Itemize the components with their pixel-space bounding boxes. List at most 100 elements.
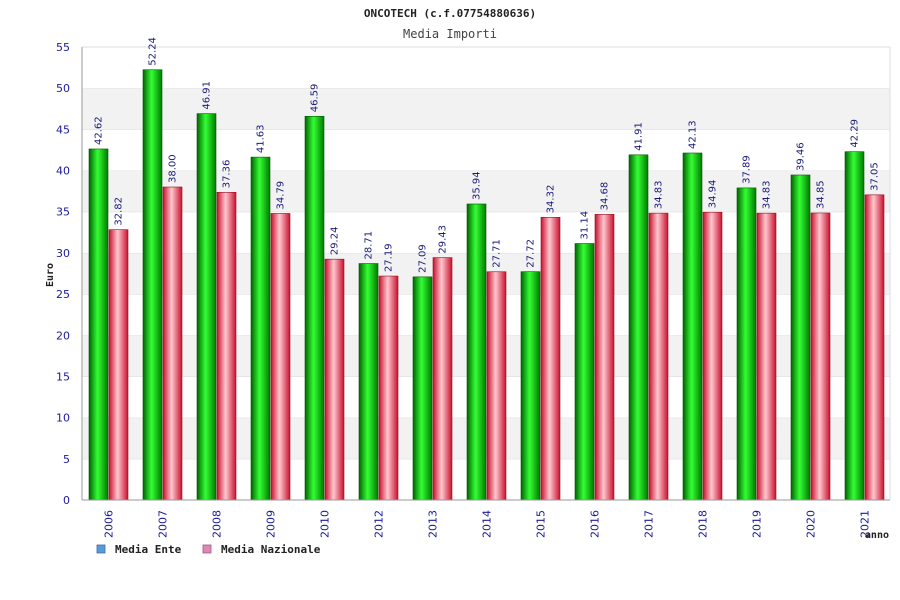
bar-media-ente (466, 203, 487, 501)
data-label: 34.68 (600, 182, 611, 211)
bar-media-nazionale (702, 211, 723, 501)
x-tick-label: 2015 (535, 510, 548, 538)
data-label: 41.91 (634, 122, 645, 151)
legend-label-media-ente: Media Ente (115, 543, 182, 556)
bar-media-ente (790, 174, 811, 501)
data-label: 37.36 (222, 160, 233, 189)
y-tick-label: 5 (63, 453, 70, 466)
data-label: 27.19 (384, 243, 395, 272)
y-tick-label: 55 (56, 41, 70, 54)
y-axis-ticks: 0 5 10 15 20 25 30 35 40 45 50 55 (56, 41, 70, 507)
x-tick-label: 2017 (643, 510, 656, 538)
legend: Media Ente Media Nazionale (96, 543, 321, 556)
bar-media-ente (142, 69, 163, 501)
x-tick-label: 2012 (373, 510, 386, 538)
data-label: 37.05 (870, 162, 881, 191)
data-label: 28.71 (364, 231, 375, 260)
bars (88, 69, 885, 501)
data-label: 29.43 (438, 225, 449, 254)
bar-media-nazionale (810, 212, 831, 501)
bar-media-nazionale (486, 271, 507, 501)
bar-media-nazionale (162, 186, 183, 501)
y-tick-label: 20 (56, 329, 70, 342)
legend-swatch-media-nazionale (202, 544, 212, 554)
y-tick-label: 25 (56, 288, 70, 301)
data-label: 29.24 (330, 227, 341, 256)
bar-media-nazionale (648, 212, 669, 501)
grid-band (82, 129, 890, 171)
data-label: 34.79 (276, 181, 287, 210)
y-tick-label: 35 (56, 206, 70, 219)
bar-media-ente (682, 152, 703, 501)
data-label: 42.13 (688, 120, 699, 149)
data-label: 41.63 (256, 124, 267, 153)
data-label: 27.72 (526, 239, 537, 268)
bar-media-ente (358, 263, 379, 501)
legend-label-media-nazionale: Media Nazionale (221, 543, 321, 556)
bar-media-nazionale (324, 258, 345, 501)
bar-media-ente (844, 151, 865, 501)
data-label: 35.94 (472, 171, 483, 200)
x-tick-label: 2007 (157, 510, 170, 538)
x-tick-label: 2020 (805, 510, 818, 538)
grid-band (82, 88, 890, 130)
data-label: 34.32 (546, 185, 557, 214)
data-label: 46.59 (310, 84, 321, 113)
legend-swatch-media-ente (96, 544, 106, 554)
x-tick-label: 2006 (103, 510, 116, 538)
x-axis-label: anno (865, 530, 889, 541)
bar-media-ente (520, 271, 541, 501)
bar-media-ente (412, 276, 433, 501)
y-tick-label: 15 (56, 370, 70, 383)
data-label: 42.62 (94, 116, 105, 145)
value-labels: 42.62 32.82 52.24 38.00 46.91 37.36 41.63 34.79… (94, 37, 881, 273)
data-label: 38.00 (168, 154, 179, 183)
x-tick-label: 2010 (319, 510, 332, 538)
data-label: 42.29 (850, 119, 861, 148)
y-tick-label: 0 (63, 494, 70, 507)
data-label: 52.24 (148, 37, 159, 66)
bar-media-nazionale (108, 229, 129, 501)
x-tick-label: 2014 (481, 510, 494, 538)
data-label: 34.83 (762, 180, 773, 209)
bar-media-ente (88, 148, 109, 501)
chart-subtitle: Media Importi (403, 27, 497, 41)
x-tick-label: 2021 (859, 510, 872, 538)
grid-band (82, 47, 890, 89)
bar-media-nazionale (432, 257, 453, 501)
data-label: 39.46 (796, 142, 807, 171)
bar-media-ente (196, 113, 217, 501)
data-label: 34.94 (708, 180, 719, 209)
bar-media-nazionale (756, 212, 777, 501)
y-tick-label: 50 (56, 82, 70, 95)
bar-media-ente (628, 154, 649, 501)
bar-media-ente (250, 156, 271, 501)
y-tick-label: 40 (56, 165, 70, 178)
x-tick-label: 2009 (265, 510, 278, 538)
data-label: 27.71 (492, 239, 503, 268)
bar-media-nazionale (540, 217, 561, 501)
bar-media-ente (304, 115, 325, 501)
bar-media-ente (574, 243, 595, 501)
y-axis-label: Euro (45, 263, 56, 287)
x-tick-label: 2016 (589, 510, 602, 538)
x-tick-label: 2008 (211, 510, 224, 538)
bar-media-nazionale (378, 275, 399, 501)
bar-media-nazionale (864, 194, 885, 501)
bar-media-ente (736, 187, 757, 501)
data-label: 46.91 (202, 81, 213, 110)
chart-title: ONCOTECH (c.f.07754880636) (364, 7, 536, 20)
bar-media-nazionale (594, 214, 615, 501)
x-tick-label: 2019 (751, 510, 764, 538)
y-tick-label: 10 (56, 412, 70, 425)
data-label: 37.89 (742, 155, 753, 184)
x-axis-ticks: 2006 2007 2008 2009 2010 2012 2013 2014 2015 2016… (103, 510, 872, 538)
y-tick-label: 30 (56, 247, 70, 260)
x-tick-label: 2013 (427, 510, 440, 538)
data-label: 31.14 (580, 211, 591, 240)
y-tick-label: 45 (56, 123, 70, 136)
data-label: 34.85 (816, 180, 827, 209)
x-tick-label: 2018 (697, 510, 710, 538)
